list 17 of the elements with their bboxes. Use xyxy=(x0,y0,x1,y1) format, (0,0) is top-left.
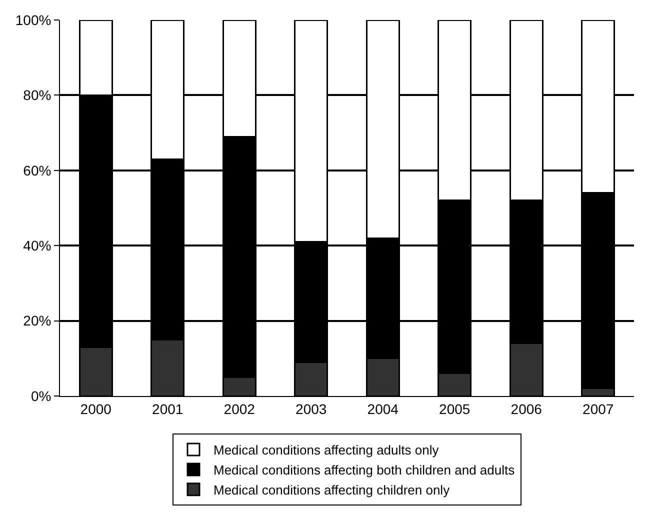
y-tick-label: 20% xyxy=(23,312,52,329)
x-tick-label: 2002 xyxy=(224,400,256,417)
y-tick-label: 60% xyxy=(23,162,52,178)
y-tick-label: 100% xyxy=(15,12,52,28)
x-tick-label: 2006 xyxy=(510,400,542,417)
legend-label: Medical conditions affecting both children and adults xyxy=(214,462,516,478)
y-tick-label: 80% xyxy=(23,87,52,104)
x-tick-label: 2007 xyxy=(582,400,614,417)
x-tick-label: 2004 xyxy=(367,400,399,417)
legend-label: Medical conditions affecting children only xyxy=(214,482,450,498)
y-tick-label: 0% xyxy=(30,388,52,404)
legend-label: Medical conditions affecting adults only xyxy=(214,442,440,458)
x-tick-label: 2001 xyxy=(152,400,184,417)
x-tick-label: 2000 xyxy=(80,400,112,417)
x-tick-label: 2003 xyxy=(296,400,327,417)
x-tick-label: 2005 xyxy=(439,400,470,417)
y-tick-label: 40% xyxy=(23,238,52,254)
